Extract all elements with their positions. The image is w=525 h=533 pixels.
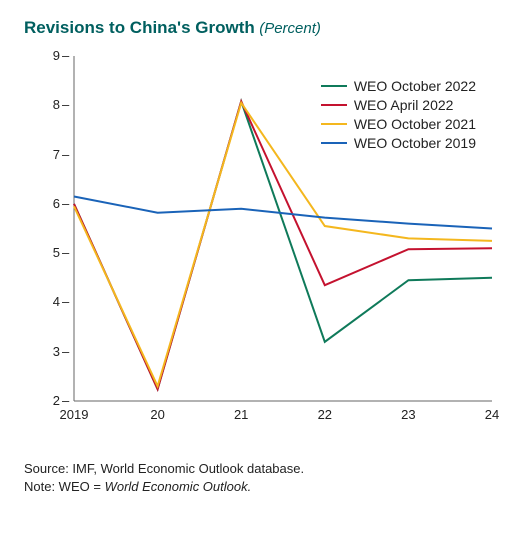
y-tick-label: 6 <box>40 196 60 211</box>
x-tick-label: 23 <box>401 407 415 422</box>
legend-item: WEO April 2022 <box>321 95 476 114</box>
legend-swatch <box>321 123 347 125</box>
y-tick-label: 8 <box>40 97 60 112</box>
x-tick-label: 24 <box>485 407 499 422</box>
legend-item: WEO October 2019 <box>321 133 476 152</box>
y-tick-label: 2 <box>40 393 60 408</box>
legend-item: WEO October 2021 <box>321 114 476 133</box>
legend-item: WEO October 2022 <box>321 76 476 95</box>
source-text: Source: IMF, World Economic Outlook data… <box>24 460 501 478</box>
y-tick-label: 4 <box>40 294 60 309</box>
chart: 2–3–4–5–6–7–8–9–20192021222324 WEO Octob… <box>24 46 504 446</box>
chart-footer: Source: IMF, World Economic Outlook data… <box>24 460 501 495</box>
x-tick-label: 22 <box>318 407 332 422</box>
x-tick-label: 20 <box>150 407 164 422</box>
x-tick-label: 21 <box>234 407 248 422</box>
legend-swatch <box>321 85 347 87</box>
legend-label: WEO April 2022 <box>354 97 454 113</box>
y-tick-label: 9 <box>40 48 60 63</box>
legend-swatch <box>321 104 347 106</box>
x-tick-label: 2019 <box>60 407 89 422</box>
legend: WEO October 2022 WEO April 2022 WEO Octobe… <box>321 76 476 152</box>
legend-label: WEO October 2019 <box>354 135 476 151</box>
chart-title: Revisions to China's Growth (Percent) <box>24 18 501 38</box>
legend-label: WEO October 2021 <box>354 116 476 132</box>
y-tick-label: 3 <box>40 344 60 359</box>
y-tick-label: 7 <box>40 147 60 162</box>
legend-swatch <box>321 142 347 144</box>
y-tick-label: 5 <box>40 245 60 260</box>
note-text: Note: WEO = World Economic Outlook. <box>24 478 501 496</box>
legend-label: WEO October 2022 <box>354 78 476 94</box>
